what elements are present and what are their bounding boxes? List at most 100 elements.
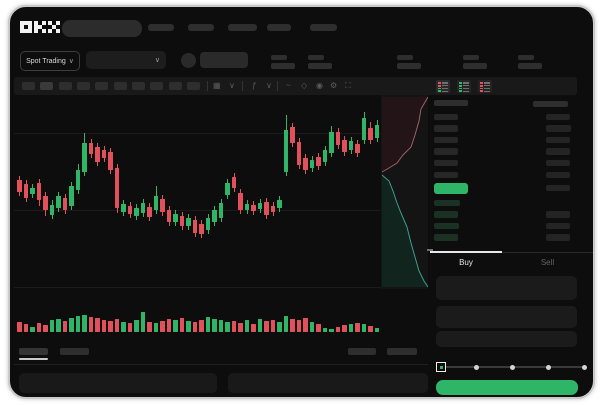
stat-label-placeholder: [518, 55, 534, 60]
volume-bar: [296, 320, 302, 332]
slider-stop-dot[interactable]: [473, 364, 479, 370]
slider-stop-dot[interactable]: [509, 364, 515, 370]
volume-bar: [322, 328, 328, 332]
candle: [56, 196, 61, 208]
volume-bar: [342, 325, 347, 332]
bottom-tab[interactable]: [19, 348, 48, 355]
line-tool-icon[interactable]: ~: [286, 81, 291, 90]
bottom-tab-underline: [19, 358, 48, 360]
volume-bar: [43, 325, 48, 332]
candle: [238, 193, 243, 210]
candle: [303, 158, 308, 170]
candle: [342, 140, 347, 152]
slider-stop-dot[interactable]: [581, 364, 587, 370]
trading-pair-dropdown[interactable]: ∨: [86, 51, 166, 69]
total-input[interactable]: [436, 331, 577, 347]
interval-pill[interactable]: [132, 82, 145, 90]
volume-bar: [179, 318, 185, 332]
candlestick-chart[interactable]: [14, 96, 382, 296]
interval-pill[interactable]: [95, 82, 108, 90]
fullscreen-icon[interactable]: ⛶: [345, 81, 351, 90]
volume-bar: [335, 327, 341, 332]
ask-price-placeholder[interactable]: [434, 148, 458, 155]
nav-item-placeholder[interactable]: [188, 24, 214, 31]
nav-item-placeholder[interactable]: [310, 24, 337, 31]
price-axis-marker: [427, 249, 433, 251]
bottom-panel: [228, 373, 428, 393]
volume-bar: [49, 320, 55, 332]
candle: [186, 218, 191, 226]
ask-price-placeholder[interactable]: [434, 113, 458, 120]
interval-pill[interactable]: [40, 82, 53, 90]
sell-tab[interactable]: Sell: [540, 258, 555, 267]
candle: [316, 157, 321, 166]
candle: [173, 214, 178, 222]
book-both-icon[interactable]: [436, 80, 450, 93]
candle: [134, 208, 139, 216]
bottom-action-pill[interactable]: [348, 348, 376, 355]
amount-input[interactable]: [436, 306, 577, 328]
volume-bar: [283, 316, 289, 332]
chart-toolbar: ▦ ∨ ƒ ∨ ~ ◇ ◉ ⚙ ⛶: [14, 77, 577, 95]
candle: [17, 180, 22, 192]
nav-item-placeholder[interactable]: [228, 24, 257, 31]
candle: [290, 127, 295, 143]
nav-item-placeholder[interactable]: [148, 24, 174, 31]
candle: [49, 205, 55, 215]
candle: [355, 144, 360, 153]
draw-tool-icon[interactable]: ◇: [301, 81, 308, 90]
amount-slider-handle[interactable]: [436, 362, 446, 372]
indicator-chevron-icon[interactable]: ∨: [266, 81, 272, 90]
stat-value-placeholder: [397, 63, 421, 69]
chart-type-chevron-icon[interactable]: ∨: [229, 81, 235, 90]
ask-price-placeholder[interactable]: [434, 159, 458, 167]
interval-pill[interactable]: [77, 82, 90, 90]
ask-price-placeholder[interactable]: [434, 136, 458, 144]
search-input[interactable]: [62, 20, 142, 37]
interval-pill[interactable]: [59, 82, 72, 90]
candle: [257, 203, 263, 209]
slider-stop-dot[interactable]: [545, 364, 551, 370]
settings-icon[interactable]: ⚙: [330, 81, 338, 90]
ask-price-placeholder[interactable]: [434, 125, 458, 132]
interval-pill[interactable]: [22, 82, 35, 90]
last-price-badge: [434, 183, 468, 194]
ob-header-price: [434, 100, 468, 106]
candle: [147, 207, 152, 217]
book-bids-icon[interactable]: [457, 80, 471, 93]
volume-bar: [225, 322, 230, 332]
volume-bar: [270, 320, 276, 332]
interval-pill[interactable]: [150, 82, 163, 90]
volume-bar: [121, 322, 126, 332]
bid-price-placeholder[interactable]: [434, 199, 460, 206]
chart-type-icon[interactable]: ▦: [213, 81, 221, 90]
indicator-icon[interactable]: ƒ: [252, 81, 257, 90]
candle: [368, 128, 373, 140]
camera-icon[interactable]: ◉: [316, 81, 323, 90]
bottom-tab[interactable]: [60, 348, 89, 355]
okx-logo: [20, 21, 62, 34]
buy-tab[interactable]: Buy: [459, 258, 473, 267]
bottom-action-pill[interactable]: [387, 348, 417, 355]
price-input[interactable]: [436, 276, 577, 300]
candle: [82, 143, 87, 172]
bid-price-placeholder[interactable]: [434, 222, 459, 230]
bid-price-placeholder[interactable]: [434, 211, 458, 218]
ask-price-placeholder[interactable]: [434, 171, 458, 178]
volume-bar: [251, 324, 256, 332]
buy-button[interactable]: [436, 380, 578, 395]
volume-bar: [205, 317, 211, 332]
chevron-down-icon: ∨: [154, 56, 160, 64]
last-price-amount-placeholder: [546, 185, 570, 191]
volume-bar: [173, 320, 178, 332]
nav-item-placeholder[interactable]: [267, 24, 291, 31]
candle: [140, 203, 146, 213]
volume-bar: [192, 322, 198, 332]
book-asks-icon[interactable]: [478, 80, 492, 93]
candle: [166, 210, 172, 222]
bid-price-placeholder[interactable]: [434, 234, 458, 241]
interval-pill[interactable]: [187, 82, 200, 90]
interval-pill[interactable]: [169, 82, 182, 90]
market-mode-dropdown[interactable]: Spot Trading ∨: [20, 51, 80, 71]
interval-pill[interactable]: [114, 82, 127, 90]
